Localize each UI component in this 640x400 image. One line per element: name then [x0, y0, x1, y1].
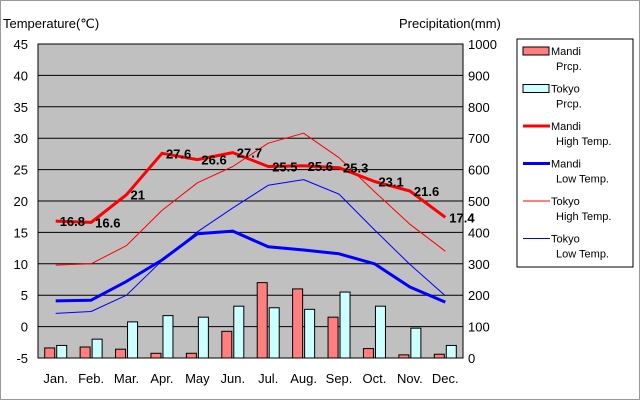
mandi-prcp-bar [44, 347, 56, 359]
right-axis-title: Precipitation(mm) [399, 16, 501, 31]
data-label: 17.4 [449, 210, 475, 225]
x-tick-label: Feb. [78, 371, 104, 386]
mandi-prcp-bar [221, 330, 233, 359]
data-label: 16.6 [95, 215, 120, 230]
temperature-lines [55, 132, 447, 314]
tokyo-prcp-bar [339, 291, 351, 359]
mandi-prcp-bar [292, 288, 304, 359]
x-tick-label: Jun. [221, 371, 246, 386]
legend-swatch-tokyo-prcp [522, 84, 550, 93]
left-tick-label: 10 [14, 257, 28, 272]
legend-label-mandi-low-temp: Mandi [551, 159, 581, 171]
x-tick-label: Oct. [363, 371, 387, 386]
tokyo-prcp-bar [91, 338, 103, 359]
legend-label-tokyo-prcp: Tokyo [551, 84, 580, 96]
mandi-prcp-bar [150, 352, 162, 359]
right-tick-label: 300 [468, 257, 490, 272]
legend-sublabel-tokyo-prcp: Prcp. [556, 99, 582, 111]
tokyo-prcp-bar [304, 308, 316, 359]
legend-swatch-mandi-prcp [522, 46, 550, 56]
x-tick-label: Dec. [432, 371, 459, 386]
data-labels: 16.8 16.6 21 27.6 26.6 27.7 25.5 25.6 25.3 23.1 21… [60, 146, 476, 231]
mandi-prcp-bar [433, 353, 445, 359]
mandi-low-temp-line [55, 229, 446, 304]
right-tick-label: 400 [468, 225, 490, 240]
left-tick-label: 45 [14, 37, 28, 52]
tokyo-prcp-bar [127, 321, 139, 359]
x-tick-label: Jul. [258, 371, 278, 386]
data-label: 21.6 [414, 184, 439, 199]
tokyo-prcp-bar [410, 327, 422, 359]
mandi-prcp-bar [256, 282, 268, 359]
data-label: 25.6 [308, 159, 333, 174]
mandi-prcp-bar [185, 352, 197, 359]
left-tick-label: 35 [14, 100, 28, 115]
tokyo-low-temp-line [55, 179, 446, 314]
tokyo-prcp-bar [374, 305, 386, 359]
right-tick-label: 1000 [468, 37, 497, 52]
left-tick-label: -5 [16, 351, 28, 366]
tokyo-high-temp-line [55, 132, 446, 266]
right-tick-label: 600 [468, 163, 490, 178]
legend-box [516, 38, 634, 268]
left-tick-label: 5 [21, 288, 28, 303]
legend-label-tokyo-low-temp: Tokyo [551, 234, 580, 246]
tokyo-prcp-bar [268, 307, 280, 359]
tokyo-prcp-bar [197, 316, 209, 359]
tokyo-prcp-bar [162, 315, 174, 359]
axes: -5 0 5 10 15 20 25 30 35 40 45 0 100 200 300 400 500 600 7… [14, 37, 497, 386]
left-tick-label: 40 [14, 68, 28, 83]
legend-label-mandi-prcp: Mandi [551, 46, 581, 58]
mandi-high-temp-line [55, 151, 447, 224]
legend-sublabel-tokyo-low-temp: Low Temp. [556, 249, 609, 261]
mandi-prcp-bar [398, 354, 410, 359]
legend-sublabel-mandi-low-temp: Low Temp. [556, 174, 609, 186]
data-label: 26.6 [201, 153, 226, 168]
left-tick-label: 20 [14, 194, 28, 209]
data-label: 27.6 [166, 146, 191, 161]
legend: Mandi Prcp. Tokyo Prcp. Mandi High Temp. Mandi… [516, 38, 634, 268]
x-tick-label: Aug. [290, 371, 317, 386]
right-tick-label: 900 [468, 68, 490, 83]
x-tick-label: Apr. [150, 371, 173, 386]
mandi-prcp-bar [115, 348, 127, 359]
right-tick-label: 500 [468, 194, 490, 209]
right-tick-label: 0 [468, 351, 475, 366]
tokyo-prcp-bar [233, 305, 245, 359]
precipitation-bars [44, 282, 457, 359]
right-tick-label: 700 [468, 131, 490, 146]
left-tick-label: 30 [14, 131, 28, 146]
mandi-prcp-bar [327, 316, 339, 359]
x-tick-label: Mar. [114, 371, 139, 386]
x-tick-label: Jan. [43, 371, 68, 386]
left-tick-label: 0 [21, 320, 28, 335]
data-label: 27.7 [237, 146, 262, 161]
data-label: 16.8 [60, 214, 85, 229]
right-tick-label: 800 [468, 100, 490, 115]
legend-sublabel-mandi-prcp: Prcp. [556, 61, 582, 73]
left-tick-label: 15 [14, 225, 28, 240]
x-tick-label: May [185, 371, 210, 386]
legend-label-tokyo-high-temp: Tokyo [551, 196, 580, 208]
mandi-prcp-bar [79, 346, 91, 359]
legend-sublabel-tokyo-high-temp: High Temp. [556, 211, 611, 223]
data-label: 25.5 [272, 159, 297, 174]
x-tick-label: Nov. [397, 371, 423, 386]
right-tick-label: 200 [468, 288, 490, 303]
right-tick-label: 100 [468, 320, 490, 335]
left-tick-label: 25 [14, 163, 28, 178]
data-label: 23.1 [378, 175, 403, 190]
tokyo-prcp-bar [445, 344, 457, 359]
tokyo-prcp-bar [56, 344, 68, 359]
data-label: 25.3 [343, 161, 368, 176]
x-tick-label: Sep. [326, 371, 353, 386]
legend-sublabel-mandi-high-temp: High Temp. [556, 136, 611, 148]
gridlines [38, 74, 463, 328]
left-axis-title: Temperature(℃) [3, 16, 99, 31]
data-label: 21 [131, 188, 145, 203]
mandi-prcp-bar [362, 348, 374, 359]
legend-label-mandi-high-temp: Mandi [551, 121, 581, 133]
